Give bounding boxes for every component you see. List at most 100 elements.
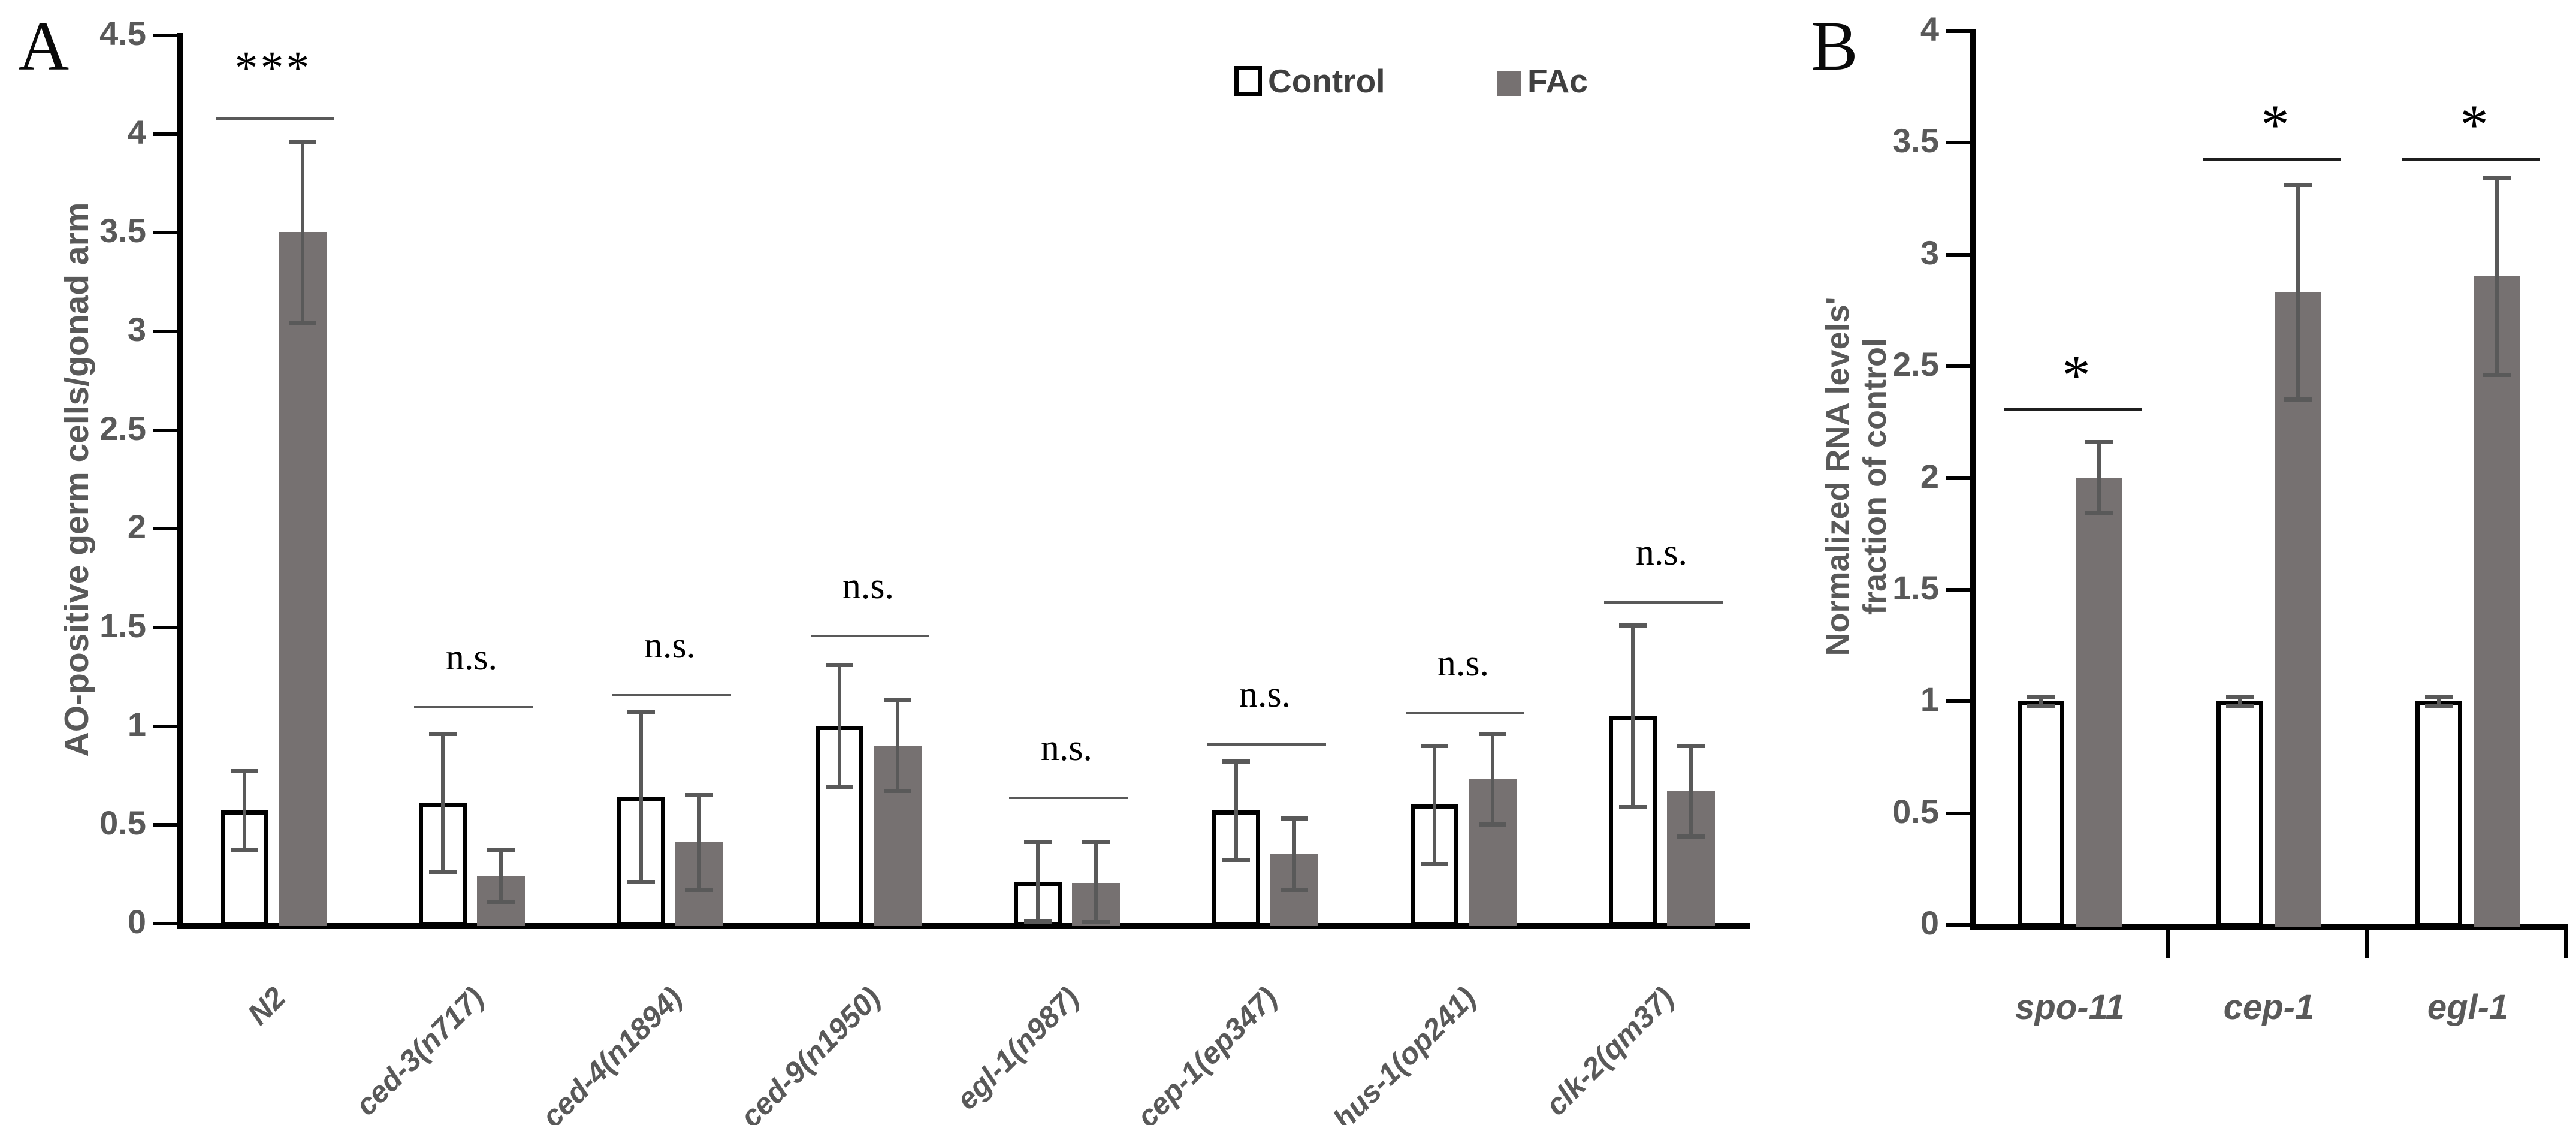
y-tick [1946,252,1970,257]
significance-label: n.s. [842,566,895,607]
panel-a-letter: A [18,7,70,85]
y-tick-label: 3.5 [1892,122,1939,160]
error-bar-stem [499,850,503,901]
error-bar-cap-top [2483,176,2511,180]
error-bar-cap-bottom [1421,862,1448,867]
y-tick [153,626,177,630]
y-tick-label: 2 [1920,457,1939,495]
y-tick [153,34,177,38]
error-bar-cap-bottom [1024,919,1052,924]
significance-label: * [2062,343,2093,407]
error-bar-cap-top [231,769,258,774]
x-axis-label-ced-4(n1894): ced-4(n1894) [535,980,689,1125]
error-bar-stem [1234,761,1238,860]
error-bar-cap-top [2085,439,2113,444]
x-axis-line [177,923,1750,929]
x-axis-label-egl-1: egl-1 [2427,988,2509,1027]
significance-label: n.s. [1437,643,1490,684]
x-axis-label-N2: N2 [241,980,292,1031]
significance-line [2004,408,2142,411]
error-bar-stem [1036,842,1040,921]
error-bar-stem [838,664,841,787]
error-bar-cap-bottom [2483,373,2511,378]
legend-label-control: Control [1268,62,1385,99]
error-bar-cap-top [1421,743,1448,748]
error-bar-cap-bottom [2284,397,2312,402]
error-bar-stem [1631,625,1635,807]
error-bar-cap-top [1281,816,1308,821]
y-tick-label: 0 [127,903,146,940]
y-tick-label: 1 [127,705,146,743]
y-axis-line [177,33,183,929]
significance-line [216,117,334,120]
error-bar-cap-bottom [1479,822,1506,827]
error-bar-cap-bottom [627,879,655,884]
error-bar-stem [301,141,304,323]
y-tick [1946,141,1970,145]
y-tick [153,231,177,235]
x-axis-label-cep-1(ep347): cep-1(ep347) [1130,980,1284,1125]
error-bar-cap-top [884,698,911,702]
significance-label: n.s. [644,625,696,666]
error-bar-stem [2039,696,2043,705]
error-bar-cap-top [1479,731,1506,736]
y-tick-label: 4 [127,113,146,151]
error-bar-cap-bottom [289,321,316,325]
y-tick [153,132,177,136]
error-bar-cap-bottom [884,789,911,794]
significance-line [2203,158,2341,161]
significance-label: n.s. [1239,674,1291,716]
y-tick [1946,29,1970,33]
y-tick [153,823,177,827]
x-axis-label-cep-1: cep-1 [2223,988,2315,1027]
y-tick-label: 3 [127,310,146,349]
error-bar-cap-top [2425,694,2453,699]
error-bar-cap-top [627,710,655,714]
significance-line [1604,601,1723,604]
y-axis-line [1970,29,1976,930]
y-tick [153,724,177,728]
error-bar-cap-bottom [2027,703,2055,708]
error-bar-stem [1491,733,1494,825]
error-bar-stem [441,733,445,872]
significance-line [414,705,533,708]
error-bar-cap-bottom [1677,834,1705,839]
bar-control-cep-1 [2216,701,2263,927]
bar-control-spo-11 [2018,701,2064,927]
x-axis-boundary-tick [2365,929,2369,958]
y-tick-label: 2.5 [1892,345,1939,384]
x-axis-boundary-tick [2564,929,2568,958]
y-tick-label: 1 [1920,680,1939,719]
error-bar-cap-top [2226,694,2254,699]
error-bar-cap-bottom [1082,920,1110,925]
y-tick-label: 2 [127,508,146,546]
bar-fac-egl-1 [2474,276,2520,927]
error-bar-cap-top [487,848,515,853]
error-bar-cap-top [429,731,457,736]
significance-label: * [2460,93,2491,157]
error-bar-stem [2437,696,2441,705]
error-bar-cap-top [1222,759,1250,764]
x-axis-label-egl-1(n987): egl-1(n987) [950,980,1086,1117]
y-tick-label: 1.5 [1892,568,1939,607]
x-axis-label-clk-2(qm37): clk-2(qm37) [1539,980,1681,1122]
error-bar-stem [2238,696,2242,705]
bar-control-cep-1(ep347) [1212,810,1260,926]
significance-label: n.s. [445,637,498,678]
bar-fac-spo-11 [2076,477,2122,927]
y-tick [1946,923,1970,927]
significance-line [1009,797,1128,800]
error-bar-stem [1292,818,1296,890]
significance-line [1207,743,1326,746]
y-tick [1946,811,1970,815]
error-bar-cap-top [685,792,713,797]
bar-control-egl-1 [2415,701,2462,927]
error-bar-cap-bottom [231,848,258,853]
error-bar-cap-bottom [2085,511,2113,516]
error-bar-stem [1433,745,1436,864]
error-bar-cap-bottom [1619,804,1647,809]
panel-b-letter: B [1811,7,1858,85]
y-tick-label: 4 [1920,10,1939,48]
y-tick-label: 0.5 [99,804,146,842]
